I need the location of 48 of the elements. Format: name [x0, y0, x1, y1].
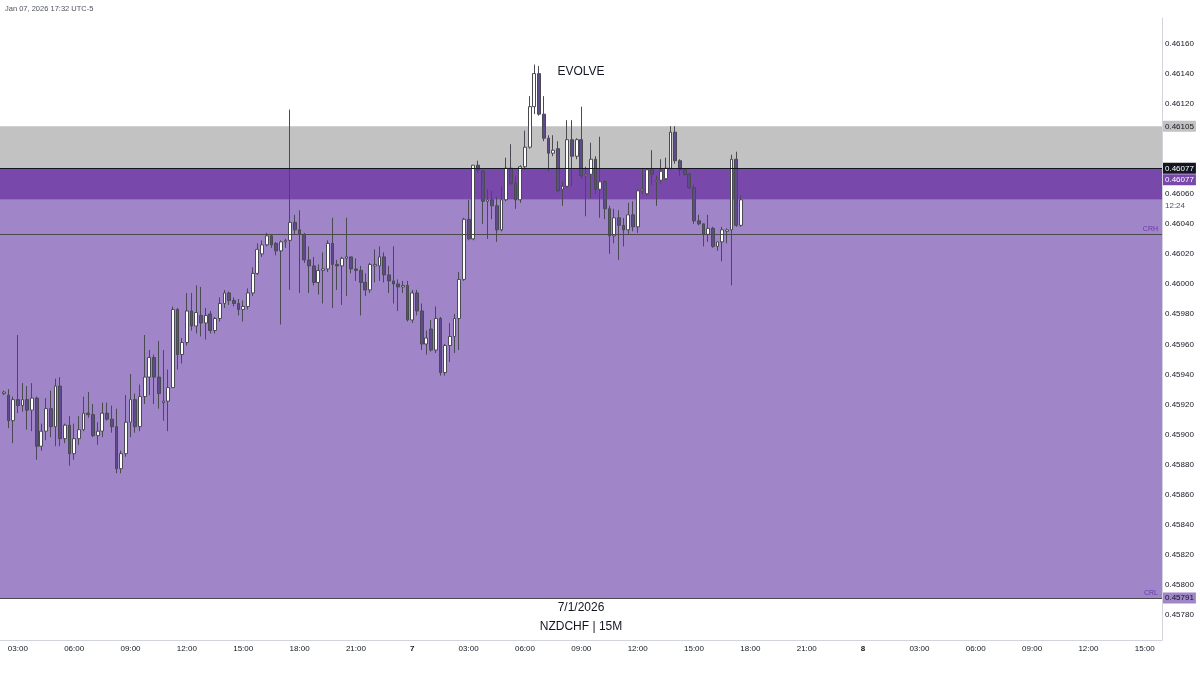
- x-tick-label: 7: [410, 643, 416, 653]
- y-tick-label: 0.45980: [1165, 309, 1195, 319]
- y-tick-label: 0.46000: [1165, 279, 1195, 289]
- ref-line-label: 0.46077: [1165, 163, 1195, 173]
- x-tick-label: 15:00: [683, 643, 705, 653]
- y-tick-label: 0.45840: [1165, 519, 1195, 529]
- x-tick-label: 03:00: [7, 643, 29, 653]
- y-tick-label: 0.46120: [1165, 99, 1195, 109]
- annotation: 7/1/2026: [557, 600, 605, 614]
- x-tick-label: 12:00: [627, 643, 649, 653]
- band-label: 0.46105: [1165, 121, 1195, 131]
- y-tick-label: 0.45960: [1165, 339, 1195, 349]
- x-tick-label: 12:00: [1078, 643, 1099, 653]
- x-tick-label: 21:00: [796, 643, 818, 653]
- y-tick-label: 0.45940: [1165, 369, 1195, 379]
- x-tick-label: 03:00: [458, 643, 480, 653]
- band-label: 0.45791: [1165, 593, 1195, 603]
- x-tick-label: 8: [860, 643, 866, 653]
- annotation: NZDCHF | 15M: [539, 619, 623, 633]
- y-tick-label: 0.45900: [1165, 429, 1195, 439]
- x-tick-label: 15:00: [1134, 643, 1156, 653]
- y-tick-label: 0.45860: [1165, 489, 1195, 499]
- x-tick-label: 21:00: [345, 643, 367, 653]
- text: 12:24: [1165, 200, 1186, 210]
- y-tick-label: 0.45820: [1165, 549, 1195, 559]
- x-tick-label: 18:00: [289, 643, 311, 653]
- y-tick-label: 0.46040: [1165, 219, 1195, 229]
- x-tick-label: 03:00: [909, 643, 930, 653]
- x-tick-label: 09:00: [1022, 643, 1043, 653]
- y-tick-label: 0.45780: [1165, 609, 1195, 619]
- y-tick-label: 0.46160: [1165, 39, 1195, 49]
- y-tick-label: 0.46020: [1165, 249, 1195, 259]
- y-tick-label: 0.45880: [1165, 459, 1195, 469]
- band-label: 0.46077: [1165, 175, 1195, 185]
- x-tick-label: 06:00: [64, 643, 85, 653]
- x-tick-label: 12:00: [176, 643, 198, 653]
- y-tick-label: 0.45920: [1165, 399, 1195, 409]
- text: EVOLVE: [557, 64, 605, 78]
- x-tick-label: 09:00: [571, 643, 592, 653]
- x-tick-label: 06:00: [514, 643, 536, 653]
- x-tick-label: 18:00: [740, 643, 761, 653]
- y-tick-label: 0.46140: [1165, 69, 1195, 79]
- y-tick-label: 0.46060: [1165, 189, 1195, 199]
- y-tick-label: 0.45800: [1165, 579, 1195, 589]
- candlestick: [2, 390, 6, 396]
- x-tick-label: 06:00: [965, 643, 987, 653]
- x-tick-label: 09:00: [120, 643, 142, 653]
- x-tick-label: 15:00: [233, 643, 254, 653]
